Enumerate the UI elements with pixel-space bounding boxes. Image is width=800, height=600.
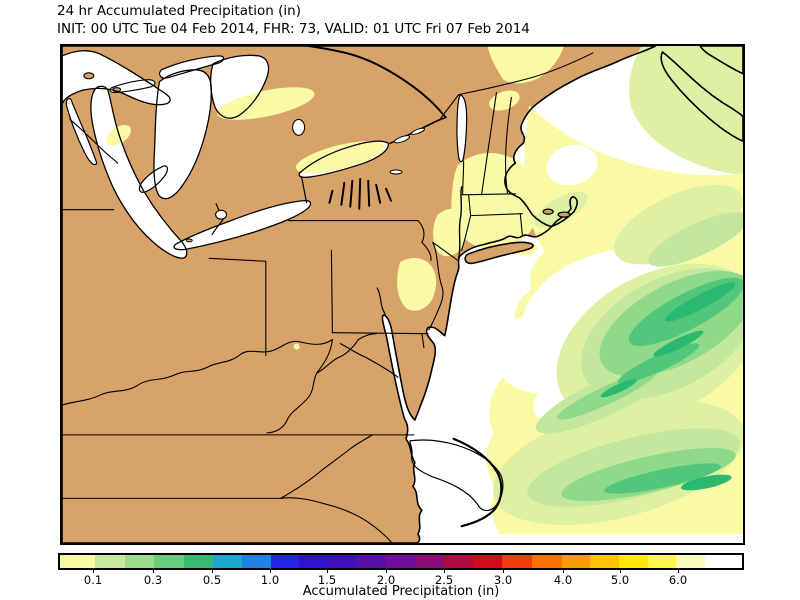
colorbar-segment [618, 555, 648, 568]
wash-capecod [534, 191, 588, 228]
colorbar-ticklabel: 2.0 [376, 573, 396, 587]
colorbar-segment [705, 555, 742, 568]
colorbar-tickmark [503, 569, 504, 573]
precip-wv-dot [293, 343, 300, 350]
colorbar-ticklabel: 1.5 [317, 573, 337, 587]
colorbar-segment [589, 555, 619, 568]
colorbar-ticklabel: 0.5 [202, 573, 222, 587]
colorbar-segment [414, 555, 444, 568]
colorbar-ticklabel: 5.0 [610, 573, 630, 587]
precip-new-england [451, 152, 540, 249]
colorbar-ticklabel: 3.0 [493, 573, 513, 587]
state-borders [62, 52, 594, 543]
colorbar-segment [532, 555, 563, 568]
colorbar-ticklabel: 6.0 [668, 573, 688, 587]
colorbar-tickmark [444, 569, 445, 573]
colorbar-ticklabel: 4.0 [553, 573, 573, 587]
wash-gulf [614, 184, 743, 265]
map-svg [62, 46, 743, 543]
colorbar-segment [472, 555, 503, 568]
colorbar-segment [562, 555, 590, 568]
colorbar [58, 553, 744, 570]
colorbar-segment [443, 555, 473, 568]
precip-lake-ontario [295, 141, 385, 174]
hudson-river [457, 186, 463, 259]
precip-nova-scotia-field [629, 46, 743, 175]
colorbar-segment [60, 555, 95, 568]
detroit-river [211, 203, 224, 236]
rivers [211, 46, 463, 315]
colorbar-segment [647, 555, 677, 568]
colorbar-ticks: 0.1 0.3 0.5 1.0 1.5 2.0 2.5 3.0 4.0 5.0 6.0 [58, 569, 744, 589]
colorbar-segment [184, 555, 214, 568]
outer-banks [452, 437, 503, 528]
precip-vt-north [489, 90, 520, 111]
colorbar-tickmark [93, 569, 94, 573]
colorbar-caption: Accumulated Precipitation (in) [302, 584, 500, 599]
colorbar-segment [124, 555, 155, 568]
colorbar-segment [94, 555, 125, 568]
colorbar-segment [676, 555, 706, 568]
colorbar-tickmark [212, 569, 213, 573]
colorbar-segment [298, 555, 328, 568]
precip-maine-north [487, 46, 565, 84]
plot-title: 24 hr Accumulated Precipitation (in) [57, 3, 301, 19]
ottawa-river [307, 46, 447, 119]
precip-ne-pa [397, 258, 437, 311]
colorbar-segment [241, 555, 271, 568]
colorbar-ticklabel: 0.1 [83, 573, 103, 587]
colorbar-ticklabel: 0.3 [143, 573, 163, 587]
plot-subtitle: INIT: 00 UTC Tue 04 Feb 2014, FHR: 73, V… [57, 21, 530, 37]
colorbar-segment [327, 555, 357, 568]
finger-lakes [328, 177, 393, 210]
colorbar-ticklabel: 2.5 [434, 573, 454, 587]
precip-catskills [433, 208, 468, 257]
precip-georgian-bay [217, 87, 315, 120]
colorbar-tickmark [563, 569, 564, 573]
colorbar-segment [502, 555, 533, 568]
colorbar-tickmark [270, 569, 271, 573]
colorbar-segments [60, 555, 742, 568]
colorbar-segment [356, 555, 387, 568]
outline-layer [62, 46, 743, 543]
colorbar-segment [270, 555, 299, 568]
colorbar-segment [213, 555, 242, 568]
ocean-gap-capecod [546, 144, 598, 186]
colorbar-segment [154, 555, 185, 568]
susquehanna-river [376, 287, 386, 315]
niagara-river [300, 176, 308, 204]
colorbar-segment [386, 555, 415, 568]
colorbar-tickmark [620, 569, 621, 573]
colorbar-ticklabel: 1.0 [260, 573, 280, 587]
weather-map [60, 44, 745, 545]
colorbar-tickmark [386, 569, 387, 573]
colorbar-tickmark [153, 569, 154, 573]
colorbar-tickmark [678, 569, 679, 573]
colorbar-tickmark [327, 569, 328, 573]
